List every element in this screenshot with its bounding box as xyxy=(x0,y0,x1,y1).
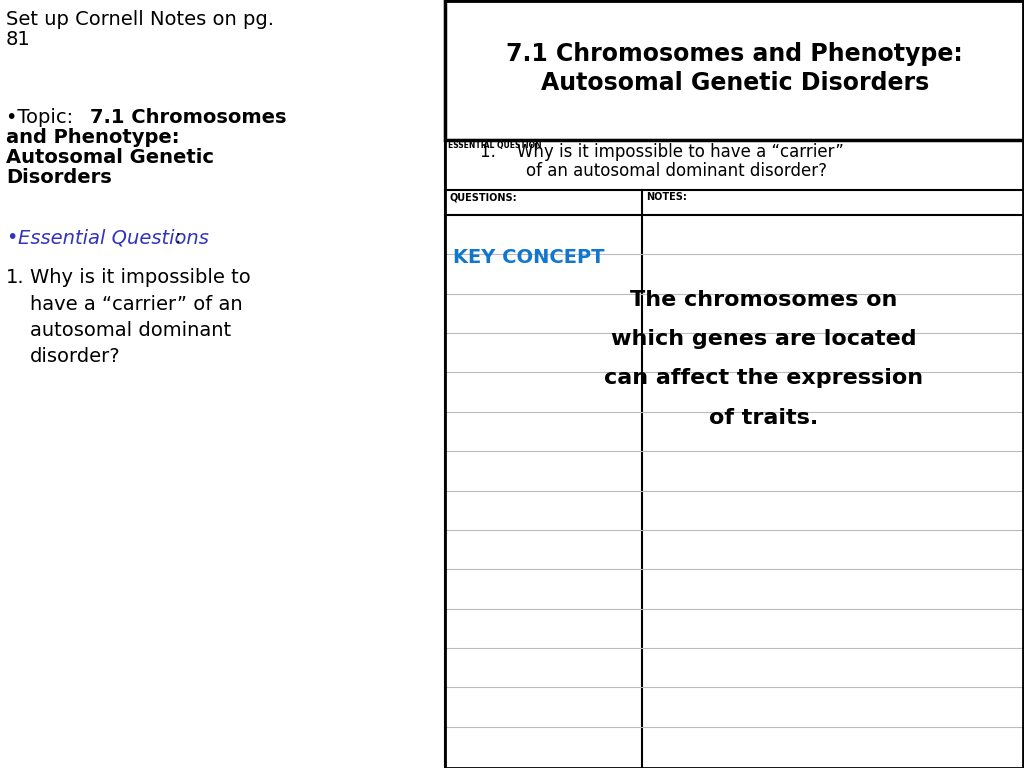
Text: can affect the expression: can affect the expression xyxy=(604,369,924,389)
Text: NOTES:: NOTES: xyxy=(646,192,687,202)
Text: Why is it impossible to
have a “carrier” of an
autosomal dominant
disorder?: Why is it impossible to have a “carrier”… xyxy=(30,268,251,366)
Text: which genes are located: which genes are located xyxy=(611,329,916,349)
Text: 81: 81 xyxy=(6,30,31,49)
Text: ESSENTIAL QUESTION: ESSENTIAL QUESTION xyxy=(449,141,542,150)
Text: 1.: 1. xyxy=(6,268,25,287)
Text: and Phenotype:: and Phenotype: xyxy=(6,128,179,147)
Text: Disorders: Disorders xyxy=(6,168,112,187)
Bar xyxy=(445,0,1024,140)
Text: KEY CONCEPT: KEY CONCEPT xyxy=(454,249,605,267)
Text: :: : xyxy=(175,228,181,247)
Bar xyxy=(445,1,1023,768)
Text: Essential Questions: Essential Questions xyxy=(18,228,209,247)
Text: Autosomal Genetic Disorders: Autosomal Genetic Disorders xyxy=(541,71,929,95)
Text: of an autosomal dominant disorder?: of an autosomal dominant disorder? xyxy=(526,162,827,180)
Text: •: • xyxy=(6,228,17,247)
Text: 7.1 Chromosomes: 7.1 Chromosomes xyxy=(90,108,287,127)
Text: 7.1 Chromosomes and Phenotype:: 7.1 Chromosomes and Phenotype: xyxy=(506,42,964,66)
Text: The chromosomes on: The chromosomes on xyxy=(630,290,897,310)
Text: Set up Cornell Notes on pg.: Set up Cornell Notes on pg. xyxy=(6,10,274,29)
Bar xyxy=(445,0,1024,768)
Text: 1.    Why is it impossible to have a “carrier”: 1. Why is it impossible to have a “carri… xyxy=(480,143,844,161)
Text: of traits.: of traits. xyxy=(709,408,818,428)
Text: •Topic:: •Topic: xyxy=(6,108,80,127)
Text: Autosomal Genetic: Autosomal Genetic xyxy=(6,148,214,167)
Bar xyxy=(0,0,445,768)
Text: QUESTIONS:: QUESTIONS: xyxy=(450,192,517,202)
